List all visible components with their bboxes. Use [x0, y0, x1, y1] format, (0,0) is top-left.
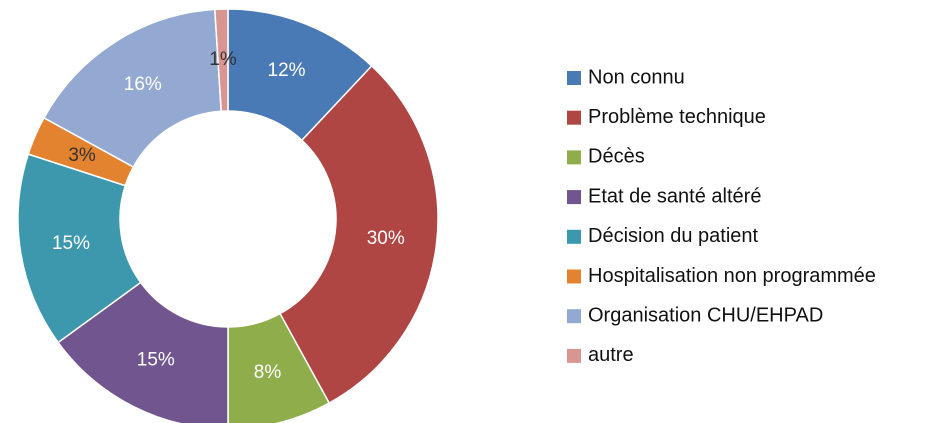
slice-label: 12%	[268, 60, 306, 81]
slice-label: 8%	[254, 362, 282, 383]
legend-swatch	[567, 71, 581, 85]
slice-label: 1%	[209, 49, 237, 70]
legend-label: Décision du patient	[588, 225, 759, 247]
legend-label: Décès	[588, 146, 645, 168]
slice-label: 15%	[52, 233, 90, 254]
slice-label: 30%	[367, 228, 405, 249]
legend-swatch	[567, 229, 581, 244]
legend-swatch	[567, 269, 581, 284]
slice-label: 3%	[68, 145, 96, 166]
donut-slice	[57, 281, 229, 423]
donut-slice	[17, 153, 142, 344]
donut-slice	[42, 8, 223, 168]
legend-swatch	[567, 348, 581, 363]
legend-swatch	[567, 110, 581, 125]
donut-slice	[279, 64, 439, 405]
donut-slice	[214, 8, 229, 113]
legend-label: Etat de santé altéré	[588, 185, 761, 207]
legend-label: Hospitalisation non programmée	[588, 265, 876, 287]
slice-label: 16%	[124, 74, 162, 95]
legend-swatch	[567, 150, 581, 165]
legend-swatch	[567, 309, 581, 324]
legend-label: autre	[588, 344, 634, 366]
legend-label: Non connu	[588, 66, 685, 88]
slice-label: 15%	[137, 350, 175, 371]
legend-swatch	[567, 190, 581, 205]
legend-label: Problème technique	[588, 106, 766, 128]
legend-label: Organisation CHU/EHPAD	[588, 304, 823, 326]
donut-slice	[227, 312, 331, 423]
